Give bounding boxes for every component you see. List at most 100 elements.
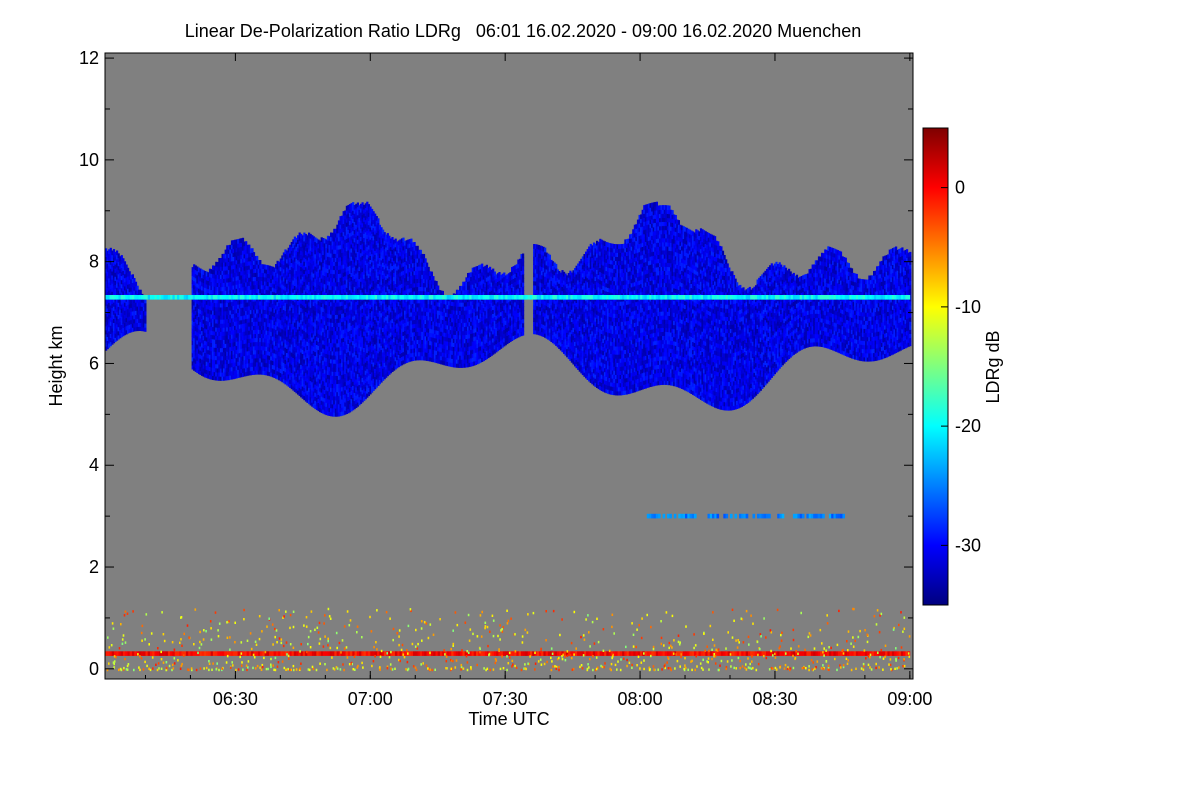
ldr-cell — [238, 307, 241, 313]
ldr-cell — [215, 335, 218, 340]
ldr-cell — [319, 403, 322, 408]
ldr-cell — [284, 302, 287, 307]
ldr-cell — [229, 244, 232, 250]
ldr-cell — [279, 356, 282, 361]
ldr-cell — [311, 353, 314, 358]
ldr-cell — [114, 284, 117, 290]
ldr-cell — [312, 374, 315, 380]
ldr-cell — [238, 267, 241, 272]
ldr-cell — [319, 289, 322, 294]
ldr-cell — [289, 362, 292, 368]
ldr-cell — [300, 299, 303, 304]
ldr-cell — [204, 319, 207, 325]
ldr-cell — [227, 285, 230, 291]
ldr-cell — [323, 238, 326, 244]
ldr-cell — [333, 318, 336, 324]
ldr-cell — [333, 232, 336, 238]
ldr-cell — [270, 266, 273, 271]
ldr-cell — [105, 276, 108, 282]
ldr-cell — [281, 336, 284, 342]
ldr-cell — [298, 301, 301, 307]
ldr-cell — [251, 256, 254, 261]
ldr-cell — [263, 301, 267, 306]
ldr-cell — [193, 276, 196, 282]
ldr-cell — [315, 319, 319, 325]
ldr-cell — [260, 268, 263, 273]
ldr-cell — [322, 380, 325, 386]
ldr-cell — [234, 288, 237, 294]
ldr-cell — [241, 270, 245, 276]
ldr-cell — [279, 307, 282, 312]
ldr-cell — [226, 363, 229, 369]
ldr-cell — [241, 315, 245, 320]
ldr-cell — [331, 363, 334, 368]
ldr-cell — [235, 267, 238, 273]
ldr-cell — [286, 311, 289, 317]
ldr-cell — [219, 347, 223, 353]
ldr-cell — [326, 260, 330, 265]
ldr-cell — [331, 289, 334, 295]
ldr-cell — [232, 305, 235, 310]
ldr-cell — [273, 304, 276, 309]
ldr-cell — [219, 351, 223, 357]
ldr-cell — [218, 306, 221, 312]
ldr-cell — [254, 304, 257, 310]
ldr-cell — [128, 312, 131, 317]
ldr-cell — [235, 345, 238, 350]
ldr-cell — [245, 359, 248, 364]
ldr-cell — [207, 276, 210, 281]
ldr-cell — [226, 326, 229, 332]
ldr-cell — [271, 372, 274, 378]
ldr-cell — [232, 264, 235, 270]
ldr-cell — [276, 309, 279, 315]
ldr-cell — [276, 313, 279, 319]
ldr-cell — [271, 283, 274, 288]
ldr-cell — [248, 256, 251, 262]
ldr-cell — [240, 242, 243, 247]
ldr-cell — [292, 284, 295, 289]
ldr-cell — [311, 312, 314, 318]
ldr-cell — [319, 273, 322, 278]
ldr-cell — [226, 253, 229, 259]
ldr-cell — [293, 330, 296, 335]
ldr-cell — [279, 258, 282, 264]
ldr-cell — [117, 334, 120, 340]
ldr-cell — [306, 243, 309, 249]
ldr-cell — [112, 302, 116, 307]
ldr-cell — [303, 391, 306, 397]
ldr-cell — [287, 268, 290, 273]
ldr-cell — [326, 256, 330, 261]
ldr-cell — [315, 376, 319, 382]
ldr-cell — [322, 246, 325, 251]
ldr-cell — [226, 347, 229, 352]
ldr-cell — [243, 261, 246, 267]
ldr-cell — [234, 374, 237, 379]
ldr-cell — [331, 350, 334, 356]
ldr-cell — [248, 309, 251, 315]
ldr-cell — [257, 264, 260, 269]
ldr-cell — [251, 337, 254, 343]
ldr-cell — [215, 290, 218, 295]
ldr-cell — [216, 339, 219, 345]
ldr-cell — [108, 261, 111, 267]
ldr-cell — [212, 306, 215, 311]
ldr-cell — [238, 368, 241, 374]
ldr-cell — [311, 336, 314, 342]
ldr-cell — [243, 253, 246, 259]
ldr-cell — [326, 366, 330, 371]
ldr-cell — [300, 307, 303, 312]
ldr-cell — [289, 301, 292, 307]
ldr-cell — [289, 350, 292, 356]
ldr-cell — [256, 280, 259, 286]
ldr-cell — [127, 312, 130, 318]
ldr-cell — [286, 360, 289, 366]
ldr-cell — [330, 301, 333, 307]
ldr-cell — [303, 371, 306, 376]
ldr-cell — [293, 318, 296, 323]
ldr-cell — [306, 280, 309, 285]
ldr-cell — [275, 365, 278, 371]
ldr-cell — [196, 343, 199, 349]
ldr-cell — [235, 300, 238, 306]
ldr-cell — [267, 354, 270, 360]
ldr-cell — [108, 281, 111, 287]
